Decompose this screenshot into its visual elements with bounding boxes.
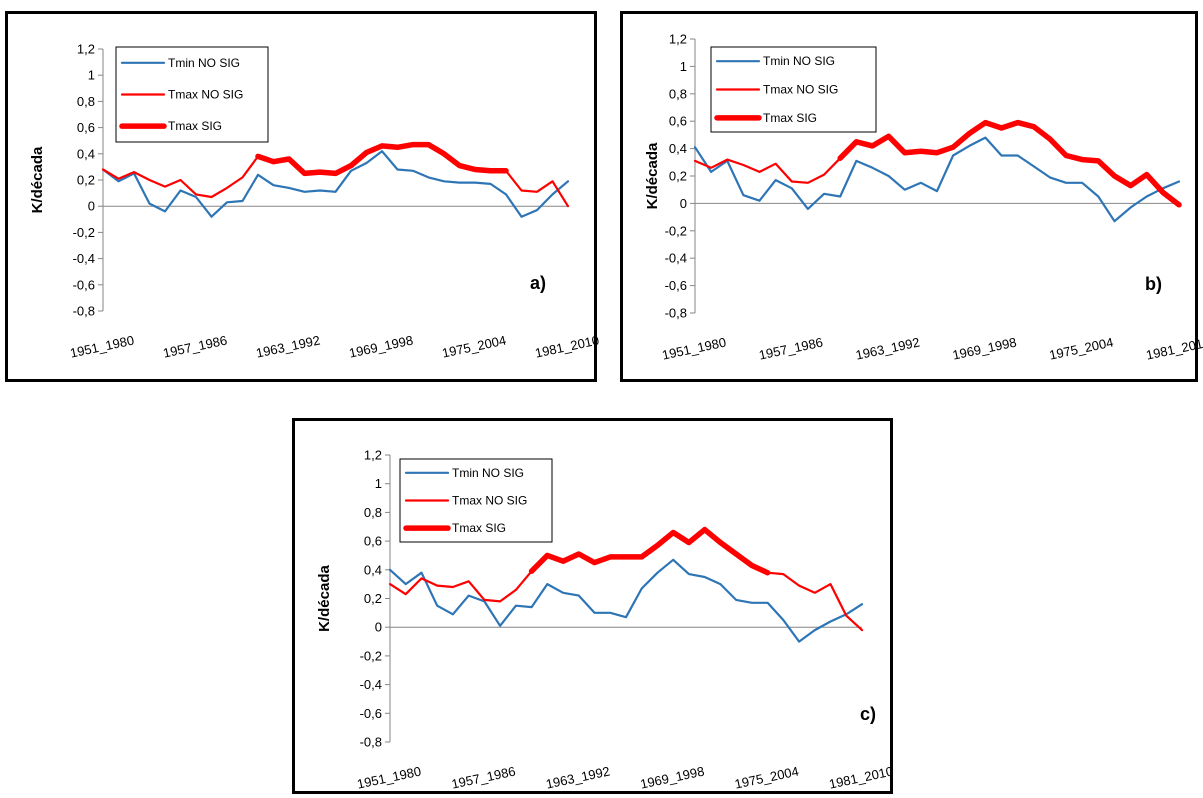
panel-label: c) [860,704,876,724]
legend-label: Tmax NO SIG [763,83,838,97]
y-tick-label: -0,6 [73,277,95,292]
y-tick-label: -0,4 [665,251,687,266]
x-tick-label: 1981_2010 [1145,334,1203,362]
legend-label: Tmin NO SIG [452,466,524,480]
y-tick-label: 1 [375,476,382,491]
y-tick-label: -0,6 [360,706,382,721]
y-tick-label: -0,6 [665,278,687,293]
x-tick-label: 1963_1992 [255,332,322,360]
x-tick-label: 1969_1998 [639,763,706,791]
y-tick-label: 0,2 [77,173,95,188]
y-tick-label: 0,8 [77,94,95,109]
y-tick-label: 0,2 [364,591,382,606]
x-tick-label: 1981_2010 [534,332,601,360]
y-tick-label: 1 [88,68,95,83]
x-tick-label: 1969_1998 [951,334,1018,362]
series-line-tmin [101,150,570,218]
chart-panel-b: 1,2 1 0,8 0,6 0,4 0,2 0 -0,2 -0,4 -0,6 -0,8 1951_19… [620,11,1203,382]
y-tick-label: 0,8 [364,505,382,520]
legend-label: Tmax SIG [168,119,222,133]
y-tick-label: 1,2 [364,448,382,463]
y-tick-label: -0,8 [665,306,687,321]
x-tick-label: 1957_1986 [450,763,517,791]
x-tick-label: 1951_1980 [356,763,423,791]
y-tick-label: 1,2 [669,32,687,47]
y-tick-label: -0,4 [360,677,382,692]
x-tick-label: 1981_2010 [828,763,895,791]
chart-panel-c: 1,2 1 0,8 0,6 0,4 0,2 0 -0,2 -0,4 -0,6 -0,8 1951_19… [292,418,894,794]
panel-label: b) [1145,274,1162,294]
panel-label: a) [530,273,546,293]
x-tick-label: 1951_1980 [69,332,136,360]
y-axis-label: K/década [316,564,333,631]
legend-label: Tmax SIG [763,111,817,125]
series-line-tmin [693,136,1181,223]
y-tick-label: -0,8 [360,735,382,750]
y-axis-label: K/década [29,146,46,213]
y-tick-label: -0,2 [665,223,687,238]
series-line-tmax_sig [528,526,771,576]
legend-label: Tmin NO SIG [168,56,240,70]
y-tick-label: 1,2 [77,42,95,57]
x-tick-label: 1963_1992 [854,334,921,362]
y-tick-label: -0,2 [360,648,382,663]
y-tick-label: -0,2 [73,225,95,240]
y-tick-label: 0,8 [669,86,687,101]
chart-c-svg: 1,2 1 0,8 0,6 0,4 0,2 0 -0,2 -0,4 -0,6 -0,8 1951_19… [316,448,894,792]
x-tick-label: 1969_1998 [348,332,415,360]
y-tick-label: 0,2 [669,169,687,184]
y-tick-label: 0,6 [77,120,95,135]
series-line-tmax_sig [837,119,1182,208]
chart-b-svg: 1,2 1 0,8 0,6 0,4 0,2 0 -0,2 -0,4 -0,6 -0,8 1951_19… [644,32,1203,363]
y-tick-label: 0,6 [364,534,382,549]
x-tick-label: 1975_2004 [441,332,508,360]
y-axis-label: K/década [644,142,661,209]
y-tick-label: 0,4 [669,141,687,156]
x-tick-label: 1951_1980 [661,334,728,362]
chart-a-svg: 1,2 1 0,8 0,6 0,4 0,2 0 -0,2 -0,4 -0,6 -0,8 1951_19… [29,42,600,361]
y-tick-label: 0,4 [364,562,382,577]
series-line-tmax_nosig [693,121,1181,206]
y-tick-label: 0 [375,620,382,635]
y-tick-label: 0 [88,199,95,214]
x-tick-label: 1957_1986 [757,334,824,362]
x-tick-label: 1963_1992 [544,763,611,791]
legend-label: Tmax NO SIG [452,494,527,508]
legend-label: Tmax NO SIG [168,88,243,102]
y-tick-label: 0,6 [669,114,687,129]
y-tick-label: -0,8 [73,304,95,319]
y-tick-label: 1 [680,59,687,74]
series-line-tmax_sig [255,141,509,177]
x-tick-label: 1975_2004 [733,763,800,791]
legend-label: Tmin NO SIG [763,54,835,68]
x-tick-label: 1975_2004 [1048,334,1115,362]
x-tick-label: 1957_1986 [162,332,229,360]
series-line-tmin [388,558,864,643]
y-tick-label: -0,4 [73,251,95,266]
y-tick-label: 0,4 [77,146,95,161]
chart-panel-a: 1,2 1 0,8 0,6 0,4 0,2 0 -0,2 -0,4 -0,6 -0,8 1951_19… [5,11,600,382]
y-tick-label: 0 [680,196,687,211]
legend-label: Tmax SIG [452,521,506,535]
